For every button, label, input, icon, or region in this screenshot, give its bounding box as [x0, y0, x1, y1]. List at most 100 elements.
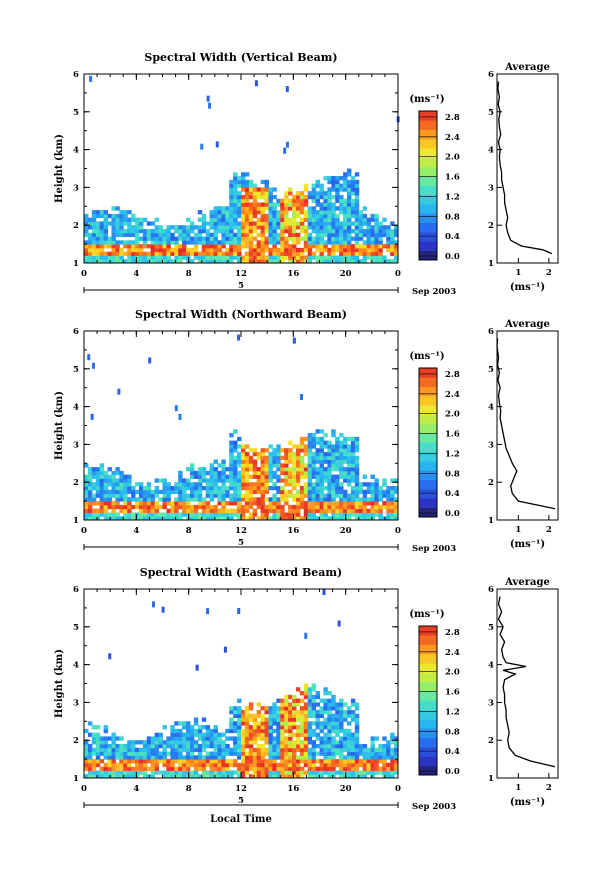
heatmap-cell: [217, 255, 222, 260]
heatmap-cell: [244, 240, 250, 245]
heatmap-cell: [213, 474, 218, 479]
heatmap-cell: [241, 736, 246, 741]
heatmap-cell: [213, 467, 218, 472]
heatmap-cell: [91, 467, 97, 472]
heatmap-cell: [135, 236, 140, 241]
heatmap-cell: [264, 766, 269, 771]
heatmap-cell: [260, 191, 266, 196]
heatmap-cell: [123, 755, 128, 760]
heatmap-cell: [315, 770, 320, 775]
heatmap-cell: [319, 728, 324, 734]
heatmap-cell: [350, 467, 356, 472]
heatmap-cell: [256, 247, 262, 253]
heatmap-cell: [323, 493, 328, 498]
heatmap-cell: [354, 485, 360, 491]
heatmap-cell: [213, 725, 218, 730]
heatmap-cell: [346, 236, 352, 241]
heatmap-cell: [331, 702, 336, 707]
heatmap-cell: [95, 501, 101, 506]
heatmap-cell: [260, 259, 266, 264]
heatmap-cell: [170, 512, 175, 517]
heatmap-cell: [288, 225, 293, 230]
profile-x-tick-label: 2: [546, 525, 552, 535]
heatmap-cell: [299, 448, 305, 453]
heatmap-cell: [158, 512, 163, 517]
heatmap-cell: [276, 232, 281, 238]
heatmap-cell: [256, 743, 262, 749]
heatmap-cell: [303, 702, 309, 707]
heatmap-cell: [158, 251, 163, 256]
heatmap-cell: [138, 770, 144, 775]
heatmap-cell: [182, 501, 187, 506]
heatmap-cell: [327, 206, 332, 211]
heatmap-cell: [350, 474, 356, 479]
heatmap-cell: [142, 259, 148, 264]
heatmap-cell: [366, 747, 372, 753]
heatmap-cell: [339, 440, 344, 445]
heatmap-cell: [358, 512, 364, 517]
heatmap-cell: [193, 255, 199, 260]
heatmap-cell: [107, 501, 112, 506]
heatmap-cell: [390, 240, 395, 245]
heatmap-cell: [303, 740, 309, 745]
heatmap-cell: [339, 259, 344, 264]
heatmap-cell: [142, 508, 148, 513]
heatmap-cell: [90, 413, 94, 420]
heatmap-cell: [307, 759, 313, 764]
heatmap-cell: [331, 236, 336, 241]
heatmap-cell: [135, 766, 140, 771]
heatmap-cell: [382, 770, 387, 775]
heatmap-cell: [370, 770, 375, 775]
heatmap-cell: [233, 474, 238, 479]
colorbar-tick-label: 2.8: [445, 113, 460, 123]
heatmap-cell: [229, 448, 234, 453]
heatmap-cell: [252, 751, 258, 756]
y-tick-label: 4: [73, 146, 79, 156]
heatmap-cell: [343, 747, 348, 753]
heatmap-cell: [217, 470, 222, 476]
heatmap-cell: [276, 706, 281, 711]
heatmap-cell: [186, 247, 191, 253]
heatmap-cell: [331, 501, 336, 506]
heatmap-cell: [221, 206, 226, 211]
heatmap-cell: [311, 251, 317, 256]
heatmap-cell: [292, 217, 297, 222]
heatmap-cell: [197, 766, 203, 771]
heatmap-cell: [382, 755, 387, 760]
heatmap-cell: [339, 497, 344, 502]
colorbar-frame: [418, 625, 438, 776]
heatmap-cell: [189, 762, 195, 768]
heatmap-cell: [193, 755, 199, 760]
heatmap-cell: [331, 485, 336, 491]
heatmap-cell: [366, 755, 372, 760]
heatmap-cell: [382, 504, 387, 510]
heatmap-cell: [244, 467, 250, 472]
heatmap-cell: [343, 176, 348, 181]
heatmap-cell: [213, 255, 218, 260]
colorbar-swatch: [419, 368, 437, 378]
heatmap-cell: [339, 482, 344, 487]
heatmap-cell: [350, 755, 356, 760]
heatmap-cell: [311, 436, 317, 442]
heatmap-cell: [350, 244, 356, 249]
heatmap-cell: [378, 489, 383, 495]
heatmap-cell: [244, 228, 250, 234]
heatmap-cell: [299, 774, 305, 779]
heatmap-cell: [146, 482, 152, 487]
heatmap-cell: [394, 251, 399, 256]
heatmap-cell: [374, 482, 379, 487]
heatmap-cell: [295, 516, 301, 521]
heatmap-cell: [311, 482, 317, 487]
heatmap-cell: [135, 225, 140, 230]
heatmap-cell: [284, 728, 289, 734]
heatmap-cell: [268, 236, 273, 241]
heatmap-cell: [331, 459, 336, 464]
heatmap-cell: [292, 225, 297, 230]
heatmap-cell: [303, 691, 309, 696]
heatmap-cell: [362, 501, 368, 506]
heatmap-cell: [307, 251, 313, 256]
heatmap-cell: [323, 485, 328, 491]
heatmap-cell: [119, 516, 124, 521]
heatmap-cell: [189, 512, 195, 517]
heatmap-cell: [268, 762, 273, 768]
